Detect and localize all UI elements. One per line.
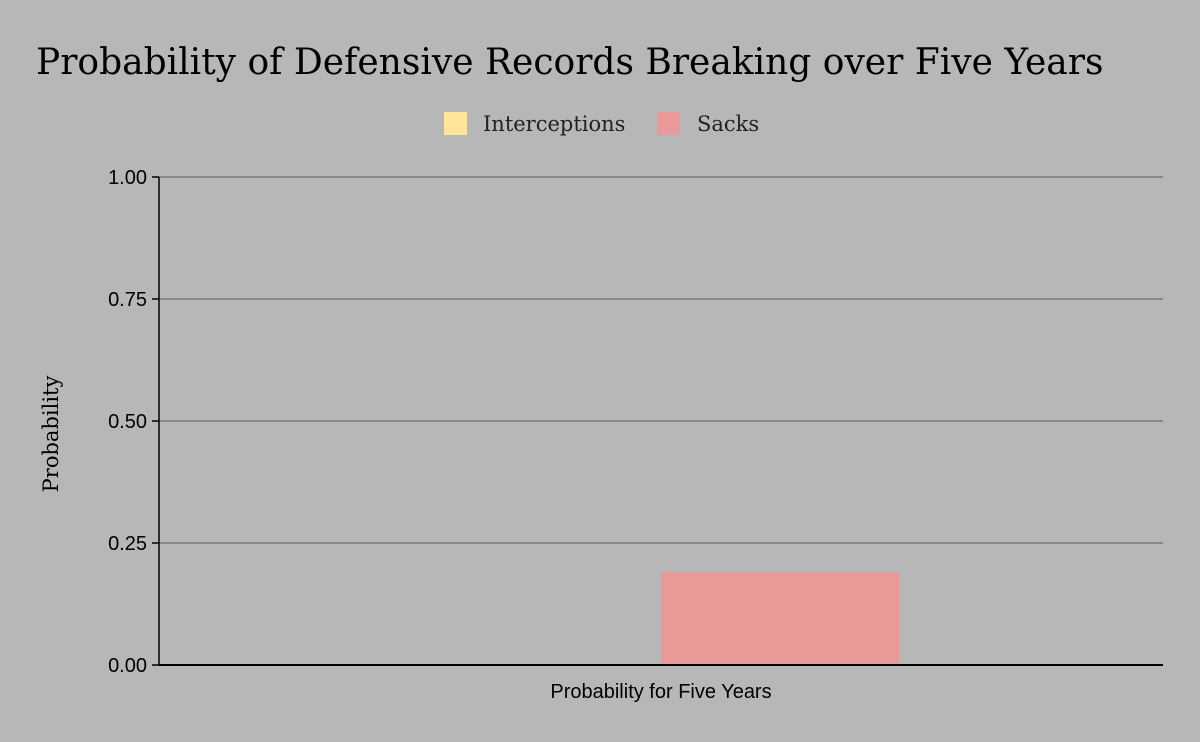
legend-label-interceptions: Interceptions [483, 112, 625, 136]
y-tick-label: 0.00 [108, 655, 147, 677]
legend-label-sacks: Sacks [697, 112, 759, 136]
gridlines [159, 176, 1163, 544]
legend: Interceptions Sacks [444, 112, 759, 136]
bar-sacks [661, 572, 899, 665]
y-tick-label: 1.00 [108, 167, 147, 189]
bars [661, 572, 899, 665]
y-tick-label: 0.50 [108, 411, 147, 433]
chart-title: Probability of Defensive Records Breakin… [36, 42, 1103, 83]
x-category-label: Probability for Five Years [550, 681, 771, 703]
y-axis-title: Probability [39, 376, 63, 493]
y-tick-label: 0.75 [108, 289, 147, 311]
legend-swatch-sacks [657, 112, 680, 135]
legend-swatch-interceptions [444, 112, 467, 135]
y-axis-ticks: 0.00 0.25 0.50 0.75 1.00 [108, 167, 159, 677]
y-tick-label: 0.25 [108, 533, 147, 555]
